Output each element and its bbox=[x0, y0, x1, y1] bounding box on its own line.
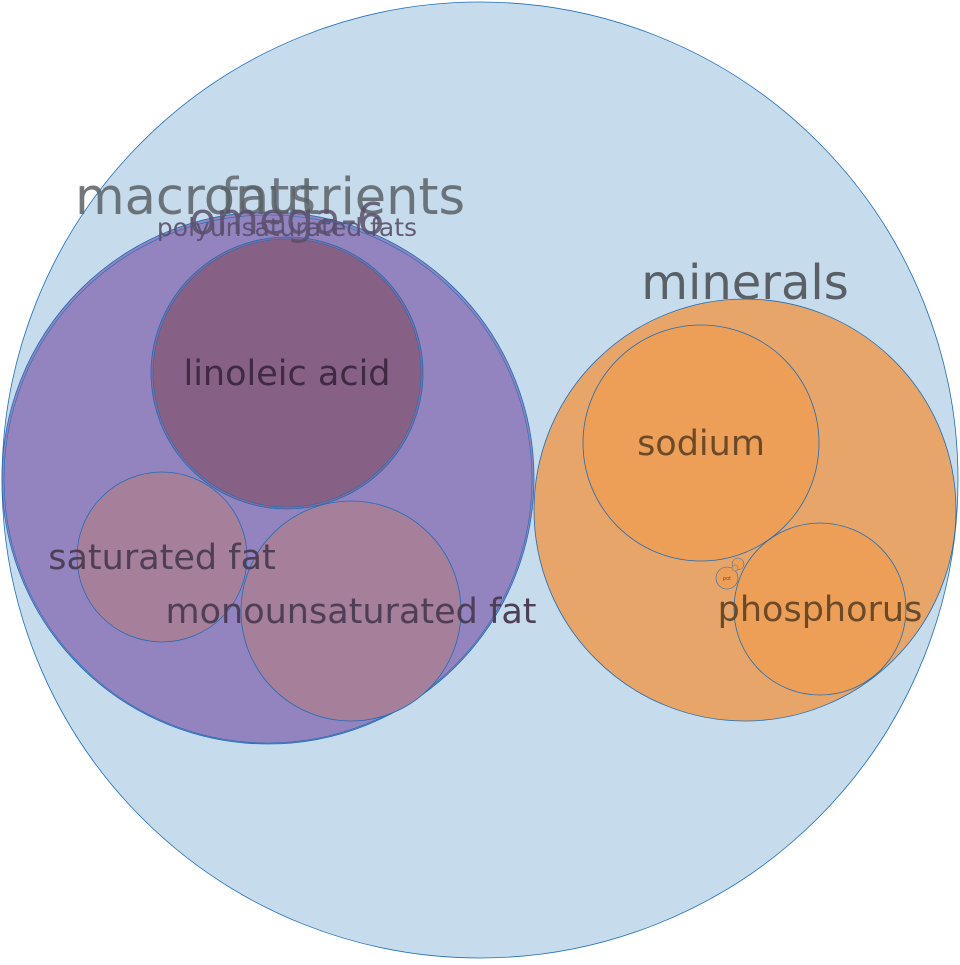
label-macronutrients: macronutrients bbox=[75, 168, 465, 227]
label-phosphorus: phosphorus bbox=[718, 590, 923, 630]
monounsaturated-circle bbox=[240, 500, 462, 722]
label-polyunsaturated: polyunsaturated fats bbox=[157, 213, 417, 242]
small-mineral-c-circle bbox=[731, 564, 739, 572]
phosphorus-circle bbox=[733, 522, 907, 696]
label-minerals: minerals bbox=[641, 255, 849, 311]
saturated-circle bbox=[76, 471, 248, 643]
label-linoleic: linoleic acid bbox=[183, 354, 390, 394]
linoleic-circle bbox=[152, 238, 422, 508]
label-small-mineral-a: pot bbox=[723, 576, 731, 582]
label-fats: fats bbox=[220, 168, 316, 227]
label-monounsaturated: monounsaturated fat bbox=[166, 592, 537, 632]
label-omega6: omega-6 bbox=[189, 194, 385, 245]
sodium-circle bbox=[582, 324, 820, 562]
omega6-circle bbox=[3, 214, 533, 744]
label-saturated: saturated fat bbox=[48, 538, 276, 578]
small-mineral-a-circle bbox=[715, 566, 739, 590]
label-sodium: sodium bbox=[637, 424, 765, 464]
